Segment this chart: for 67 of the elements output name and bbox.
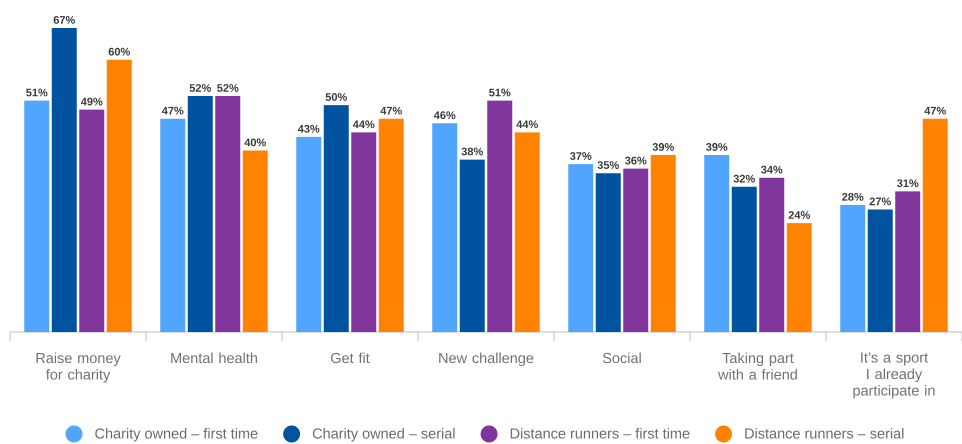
data-label: 31% [896,179,918,188]
bar [79,110,104,332]
bar [24,100,50,332]
data-label: 39% [706,143,728,151]
data-label: 38% [461,148,483,156]
data-label: 34% [760,166,782,174]
bar [868,209,893,332]
x-tick-label: Raise money for charity [36,352,121,383]
x-tick-label: Social [602,352,641,364]
data-label: 44% [352,120,374,128]
x-tick-label: New challenge [439,352,534,366]
bar [650,155,676,332]
x-tick-label: It’s a sport I already participate in [853,352,935,399]
data-label: 28% [842,192,864,201]
bar [895,191,920,332]
x-tick-label: Taking part with a friend [718,352,797,380]
bar [432,123,458,332]
bar [596,173,621,332]
data-label: 37% [570,152,592,160]
bar [732,186,757,332]
legend-label: Distance runners – serial [745,428,904,439]
data-label: 24% [788,211,810,219]
data-label: 46% [434,111,456,120]
data-label: 67% [54,16,75,24]
data-label: 27% [870,198,891,206]
bar [487,100,512,332]
bar [378,118,404,332]
data-label: 32% [733,174,755,183]
data-label: 47% [162,106,184,115]
data-label: 52% [190,84,211,92]
x-tick-label: Get fit [331,352,370,364]
bar [188,96,213,332]
bar [623,168,648,332]
data-label: 39% [652,143,674,151]
bar [106,60,132,332]
data-label: 51% [489,88,510,96]
bar [514,132,540,332]
bar [786,223,812,332]
x-tick-label: Mental health [171,352,257,364]
bar [160,118,186,332]
bar [242,150,268,332]
data-label: 51% [26,88,48,96]
data-label: 43% [298,124,320,133]
bar [460,160,485,332]
bar [840,204,866,332]
bar [759,178,784,332]
bar [922,118,948,332]
data-label: 50% [326,93,347,101]
bar [52,28,77,332]
data-label: 36% [624,156,646,164]
bar [296,136,322,332]
bar [351,132,376,332]
bar [324,105,349,332]
legend-label: Charity owned – serial [312,428,455,442]
data-label: 40% [244,138,266,146]
bar [568,164,594,332]
data-label: 60% [108,48,130,56]
data-label: 44% [516,120,538,128]
data-label: 47% [380,106,402,115]
legend-label: Distance runners – first time [510,428,690,439]
legend-label: Charity owned – first time [95,428,258,442]
data-label: 35% [597,161,619,169]
bar [704,155,730,332]
data-label: 49% [80,98,102,106]
data-label: 52% [217,84,238,92]
data-label: 47% [924,106,946,115]
bar [215,96,240,332]
